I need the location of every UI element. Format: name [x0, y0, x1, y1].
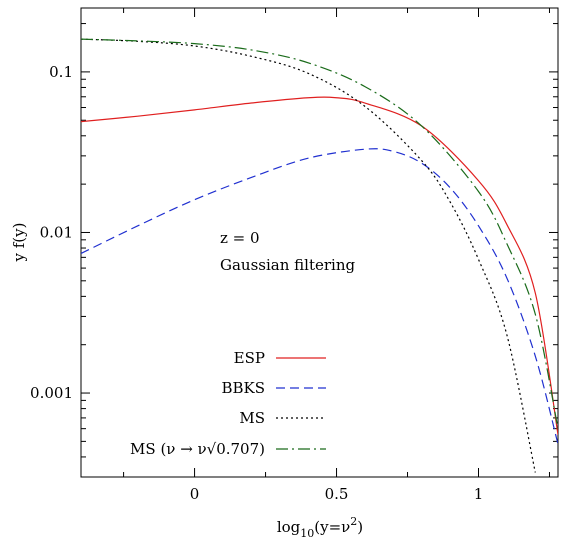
y-tick-label: 0.01: [40, 223, 73, 241]
legend-label-esp: ESP: [234, 349, 265, 367]
x-tick-label: 1: [474, 485, 484, 503]
series-ms-scaled-line: [81, 38, 558, 429]
legend-label-ms: MS: [239, 409, 265, 427]
y-axis-label: y f(y): [10, 223, 28, 263]
series-esp-line: [81, 96, 558, 435]
x-axis-label-end: ): [357, 518, 363, 536]
x-axis-label-sup: 2: [350, 515, 357, 528]
y-tick-label: 0.1: [49, 63, 73, 81]
x-tick-label: 0.5: [325, 485, 349, 503]
legend-label-ms-scaled: MS (ν → ν√0.707): [130, 440, 265, 458]
series-ms-line: [81, 38, 536, 473]
x-axis-label-main: log: [277, 518, 301, 536]
series-bbks-line: [81, 148, 558, 445]
axis-ticks: 0 0.5 1 0.1 0.01 0.001: [30, 8, 558, 503]
series-group: [81, 38, 558, 473]
x-tick-label: 0: [190, 485, 200, 503]
y-tick-label: 0.001: [30, 384, 73, 402]
x-axis-label-tail: (y=ν: [314, 518, 350, 536]
annotation-line-2: Gaussian filtering: [220, 256, 355, 274]
x-axis-label: log10(y=ν2): [277, 515, 363, 540]
plot-frame: [80, 7, 559, 478]
annotation-line-1: z = 0: [220, 229, 260, 247]
x-axis-label-sub: 10: [300, 527, 314, 540]
legend-label-bbks: BBKS: [221, 379, 265, 397]
legend: ESP BBKS MS MS (ν → ν√0.707): [130, 349, 326, 458]
